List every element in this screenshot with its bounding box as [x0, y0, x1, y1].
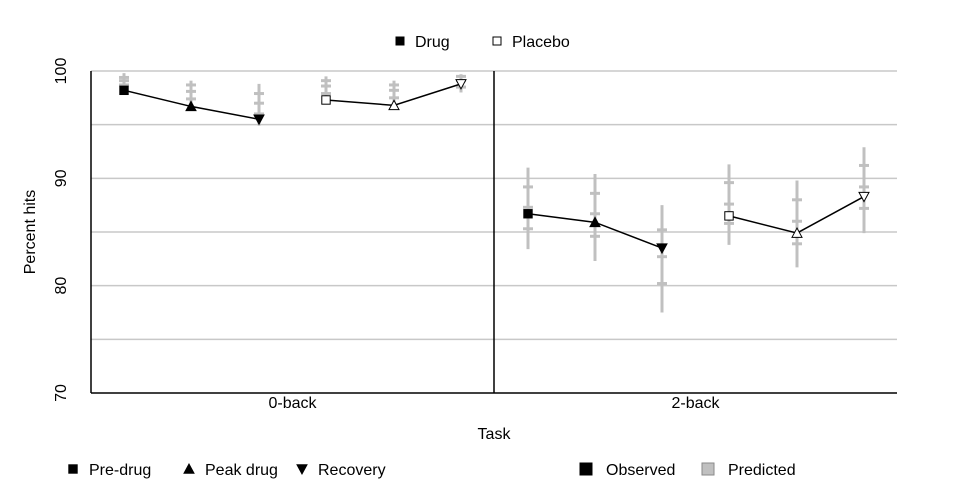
y-tick-label: 100	[53, 58, 70, 85]
legend-marker	[492, 36, 502, 46]
observed-point	[724, 211, 734, 221]
axes: 70 80 90 100 0-back 2-back	[53, 58, 897, 412]
observed-point	[656, 243, 668, 255]
observed-point	[791, 227, 803, 238]
legend-swatch	[579, 462, 593, 476]
x-tick-label: 0-back	[268, 395, 317, 412]
observed-point	[388, 99, 400, 111]
predicted-layer	[119, 73, 869, 313]
observed-point	[523, 209, 533, 219]
legend-label: Peak drug	[205, 462, 278, 479]
x-axis-label: Task	[478, 426, 512, 443]
legend-marker	[296, 464, 308, 476]
y-tick-label: 90	[53, 169, 70, 187]
y-tick-label: 70	[53, 384, 70, 402]
observed-point	[858, 191, 870, 203]
y-axis-label: Percent hits	[22, 190, 39, 274]
legend-marker	[68, 464, 78, 474]
y-tick-label: 80	[53, 277, 70, 295]
observed-point	[119, 85, 129, 96]
observed-point	[589, 216, 601, 228]
observed-layer	[119, 79, 870, 255]
legend-marker	[395, 36, 405, 46]
legend-label: Pre-drug	[89, 462, 151, 479]
legend-label: Drug	[415, 34, 450, 51]
legend-swatch	[701, 462, 715, 476]
legend-label: Observed	[606, 462, 675, 479]
legend-label: Recovery	[318, 462, 386, 479]
observed-point	[253, 114, 265, 126]
legend-marker	[183, 462, 195, 474]
observed-point	[455, 79, 467, 90]
legend-top: Drug Placebo	[395, 34, 570, 51]
legend-label: Predicted	[728, 462, 796, 479]
observed-point	[321, 95, 331, 105]
observed-point	[185, 100, 197, 112]
legend-bottom: Pre-drug Peak drug Recovery Observed Predict…	[68, 462, 796, 479]
x-tick-label: 2-back	[671, 395, 720, 412]
legend-label: Placebo	[512, 34, 570, 51]
